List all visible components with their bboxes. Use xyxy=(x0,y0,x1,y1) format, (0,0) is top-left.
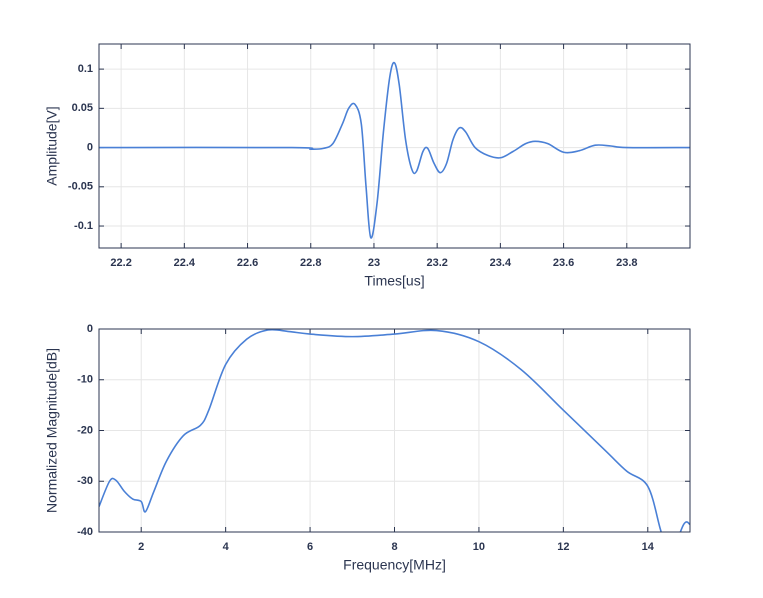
x-tick-label: 22.8 xyxy=(300,257,321,269)
axes-frame xyxy=(98,43,691,249)
data-line xyxy=(99,329,690,532)
y-tick-label: 0.05 xyxy=(72,102,93,114)
x-tick-label: 6 xyxy=(307,541,313,553)
x-tick-label: 8 xyxy=(391,541,397,553)
x-tick-label: 23.6 xyxy=(553,257,574,269)
y-axis-label: Normalized Magnitude[dB] xyxy=(44,348,60,513)
x-axis-label: Times[us] xyxy=(364,273,424,289)
y-tick-label: 0 xyxy=(87,323,93,335)
y-tick-label: 0 xyxy=(87,141,93,153)
x-tick-label: 23.4 xyxy=(490,257,512,269)
x-axis-label: Frequency[MHz] xyxy=(343,557,446,573)
y-tick-label: -20 xyxy=(77,424,93,436)
y-tick-label: -0.1 xyxy=(74,220,93,232)
x-tick-label: 23.8 xyxy=(616,257,637,269)
x-tick-label: 22.6 xyxy=(237,257,258,269)
x-tick-label: 4 xyxy=(223,541,230,553)
x-tick-label: 23 xyxy=(368,257,380,269)
y-tick-label: -40 xyxy=(77,526,93,538)
x-tick-label: 22.2 xyxy=(110,257,131,269)
y-axis-label: Amplitude[V] xyxy=(44,106,60,185)
y-tick-label: -30 xyxy=(77,475,93,487)
x-tick-label: 10 xyxy=(473,541,485,553)
x-tick-label: 22.4 xyxy=(174,257,196,269)
y-tick-label: -10 xyxy=(77,374,93,386)
axes-frame xyxy=(98,328,691,533)
x-tick-label: 23.2 xyxy=(426,257,447,269)
data-line xyxy=(99,61,690,239)
y-tick-label: -0.05 xyxy=(68,181,93,193)
y-tick-label: 0.1 xyxy=(78,63,93,75)
x-tick-label: 2 xyxy=(138,541,144,553)
x-tick-label: 14 xyxy=(642,541,655,553)
x-tick-label: 12 xyxy=(557,541,569,553)
